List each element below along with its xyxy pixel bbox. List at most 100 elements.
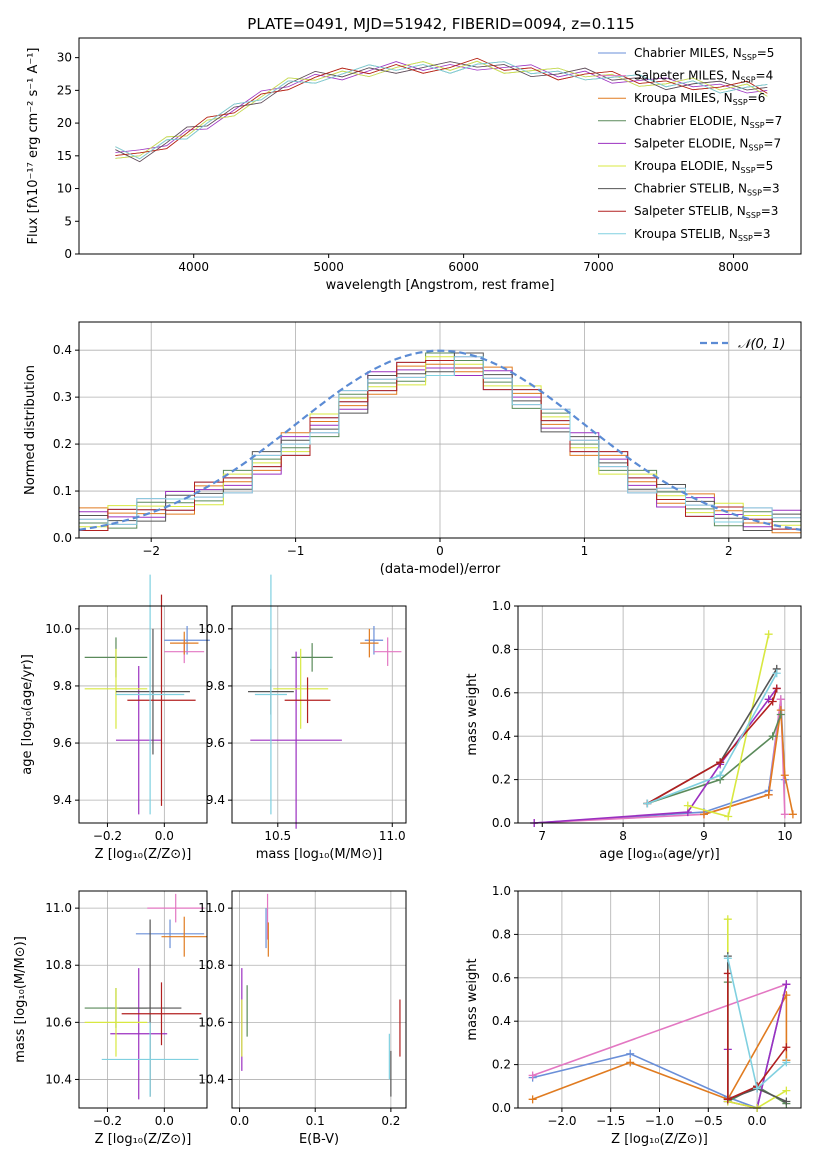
y-tick-label: 0.2 xyxy=(53,437,72,451)
legend-sub: SSP xyxy=(747,189,762,198)
weight-marker xyxy=(780,810,789,819)
y-tick-label: 10.8 xyxy=(45,958,72,972)
x-tick-label: 0.2 xyxy=(381,1114,400,1128)
y-tick-label: 1.0 xyxy=(492,884,511,898)
y-tick-label: 10.0 xyxy=(198,622,225,636)
mass-vs-ebv-plot-area xyxy=(241,893,401,1097)
x-tick-label: 10.5 xyxy=(264,829,291,843)
weight-marker xyxy=(528,1095,537,1104)
weight-marker xyxy=(772,684,781,693)
weight-marker xyxy=(626,1049,635,1058)
legend-entry: Chabrier MILES, NSSP=5 xyxy=(634,46,774,62)
weight-marker xyxy=(723,954,732,963)
weight-marker xyxy=(764,695,773,704)
weight-marker xyxy=(764,790,773,799)
y-axis-label: mass weight xyxy=(465,673,480,755)
y-tick-label: 5 xyxy=(64,214,72,228)
legend-nssp: =6 xyxy=(748,91,766,105)
figure-title: PLATE=0491, MJD=51942, FIBERID=0094, z=0… xyxy=(247,15,634,33)
spectrum-line xyxy=(115,60,768,159)
legend-sub: SSP xyxy=(733,98,748,107)
residuals-frame xyxy=(78,321,802,539)
mass-vs-ebv-frame xyxy=(231,890,407,1109)
y-tick-label: 10 xyxy=(57,182,72,196)
histogram-step xyxy=(79,367,801,528)
legend-entry: Chabrier STELIB, NSSP=3 xyxy=(634,182,780,198)
mass-weight-vs-z-panel: −2.0 −1.5 −1.0 −0.5 0.0 0.0 0.2 0.4 0.6 0.8 1.0 Z [… xyxy=(465,884,802,1147)
x-tick-label: −1.0 xyxy=(645,1114,674,1128)
legend-nssp: =3 xyxy=(761,204,779,218)
x-axis-label: E(B-V) xyxy=(299,1132,339,1147)
x-tick-label: −1 xyxy=(287,544,305,558)
weight-marker xyxy=(723,915,732,924)
x-tick-label: 8 xyxy=(619,829,627,843)
legend-entry: Salpeter STELIB, NSSP=3 xyxy=(634,204,778,220)
x-tick-label: 2 xyxy=(725,544,733,558)
weight-marker xyxy=(699,810,708,819)
y-tick-label: 0.2 xyxy=(492,773,511,787)
y-tick-label: 0.0 xyxy=(492,1101,511,1115)
weight-marker xyxy=(780,771,789,780)
weight-marker xyxy=(782,1097,791,1106)
x-tick-label: 11.0 xyxy=(379,829,406,843)
legend-entry: Kroupa STELIB, NSSP=3 xyxy=(634,227,771,243)
y-tick-label: 10.4 xyxy=(198,1072,225,1086)
mass-weight-vs-age-panel: 7 8 9 10 0.0 0.2 0.4 0.6 0.8 1.0 age [log₁₀(age/yr… xyxy=(465,599,802,862)
spectrum-line xyxy=(115,61,768,153)
weight-marker xyxy=(782,1058,791,1067)
x-axis-label: (data-model)/error xyxy=(380,562,501,577)
x-tick-label: 8000 xyxy=(718,260,749,274)
weight-marker xyxy=(753,1084,762,1093)
weight-marker xyxy=(683,801,692,810)
x-tick-label: 4000 xyxy=(178,260,209,274)
weight-marker xyxy=(788,810,797,819)
y-tick-label: 9.8 xyxy=(53,679,72,693)
y-tick-label: 0.8 xyxy=(492,642,511,656)
weight-marker xyxy=(764,630,773,639)
y-tick-label: 0.2 xyxy=(492,1058,511,1072)
spectrum-line xyxy=(115,61,768,160)
age-vs-z-panel: −0.2 0.0 9.4 9.6 9.8 10.0 Z [log₁₀(Z/Z⊙)] age [… xyxy=(20,574,210,862)
weight-marker xyxy=(776,695,785,704)
legend-entry: Salpeter MILES, NSSP=4 xyxy=(634,69,773,85)
x-tick-label: −2.0 xyxy=(547,1114,576,1128)
legend-nssp: =5 xyxy=(757,46,775,60)
x-axis-label: Z [log₁₀(Z/Z⊙)] xyxy=(611,1132,708,1147)
x-axis-label: age [log₁₀(age/yr)] xyxy=(599,847,720,862)
x-tick-label: 0.0 xyxy=(155,829,174,843)
weight-marker xyxy=(768,697,777,706)
y-tick-label: 20 xyxy=(57,116,72,130)
y-tick-label: 10.6 xyxy=(198,1015,225,1029)
spectrum-legend: Chabrier MILES, NSSP=5 Salpeter MILES, NS… xyxy=(598,46,782,243)
y-tick-label: 9.4 xyxy=(53,793,72,807)
x-tick-label: 6000 xyxy=(448,260,479,274)
weight-marker xyxy=(782,1043,791,1052)
y-tick-label: 9.4 xyxy=(206,793,225,807)
weight-line xyxy=(726,973,788,1101)
x-tick-label: 0.0 xyxy=(748,1114,767,1128)
weight-marker xyxy=(716,771,725,780)
residuals-plot-area xyxy=(78,349,802,534)
mass-vs-ebv-panel: 0.0 0.1 0.2 10.4 10.6 10.8 11.0 E(B-V) xyxy=(198,890,407,1147)
weight-line xyxy=(647,688,778,805)
y-tick-label: 9.8 xyxy=(206,679,225,693)
y-axis-label: age [log₁₀(age/yr)] xyxy=(20,654,35,775)
x-tick-label: −0.2 xyxy=(93,1114,122,1128)
x-tick-label: 0.0 xyxy=(155,1114,174,1128)
legend-sub: SSP xyxy=(742,53,757,62)
legend-entry: Kroupa ELODIE, NSSP=5 xyxy=(634,159,773,175)
weight-line xyxy=(532,983,787,1077)
y-tick-label: 0.3 xyxy=(53,390,72,404)
legend-nssp: =7 xyxy=(763,136,781,150)
mass-weight-vs-z-frame xyxy=(517,890,802,1109)
x-tick-label: 7000 xyxy=(583,260,614,274)
y-tick-label: 0.0 xyxy=(492,816,511,830)
mass-weight-vs-z-plot-area xyxy=(528,915,791,1112)
weight-marker xyxy=(776,710,785,719)
legend-sub: SSP xyxy=(738,234,753,243)
x-tick-label: 9 xyxy=(700,829,708,843)
y-tick-label: 0.1 xyxy=(53,484,72,498)
x-tick-label: −0.2 xyxy=(93,829,122,843)
y-tick-label: 10.6 xyxy=(45,1015,72,1029)
